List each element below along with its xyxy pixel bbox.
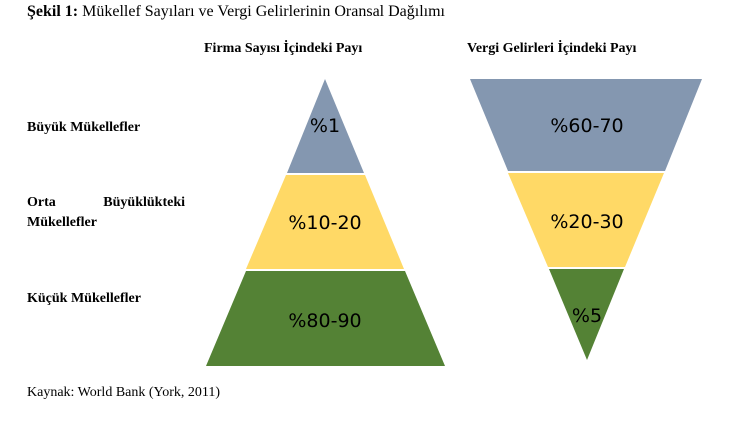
right-column-title: Vergi Gelirleri İçindeki Payı — [467, 41, 637, 56]
inverted-segment-large — [470, 79, 702, 171]
pyramid-value-medium: %10-20 — [288, 212, 361, 234]
pyramid-segment-medium — [246, 175, 404, 269]
inverted-segment-medium — [508, 173, 664, 267]
inverted-value-large: %60-70 — [550, 115, 623, 137]
inverted-value-small: %5 — [572, 305, 602, 327]
source-note: Kaynak: World Bank (York, 2011) — [27, 385, 221, 400]
pyramid-segment-large — [287, 79, 364, 173]
inverted-value-medium: %20-30 — [550, 211, 623, 233]
tax-revenue-inverted-pyramid: %60-70 %20-30 %5 — [470, 79, 702, 360]
figure-caption: Şekil 1: Mükellef Sayıları ve Vergi Geli… — [27, 3, 445, 21]
pyramid-value-large: %1 — [310, 115, 340, 137]
figure-number: Şekil 1: — [27, 3, 79, 20]
row-label-small: Küçük Mükellefler — [27, 291, 141, 306]
row-label-medium-word2: Büyüklükteki — [103, 195, 185, 210]
inverted-segment-small — [549, 269, 624, 360]
row-label-medium-word1: Orta — [27, 195, 56, 210]
row-label-medium-word3: Mükellefler — [27, 215, 97, 230]
left-column-title: Firma Sayısı İçindeki Payı — [204, 41, 363, 56]
pyramid-segment-small — [206, 271, 445, 366]
pyramid-value-small: %80-90 — [288, 310, 361, 332]
firm-count-pyramid: %1 %10-20 %80-90 — [206, 79, 445, 366]
row-label-large: Büyük Mükellefler — [27, 120, 141, 135]
figure-title: Mükellef Sayıları ve Vergi Gelirlerinin … — [78, 3, 445, 20]
row-label-medium: Orta Büyüklükteki Mükellefler — [27, 193, 185, 233]
